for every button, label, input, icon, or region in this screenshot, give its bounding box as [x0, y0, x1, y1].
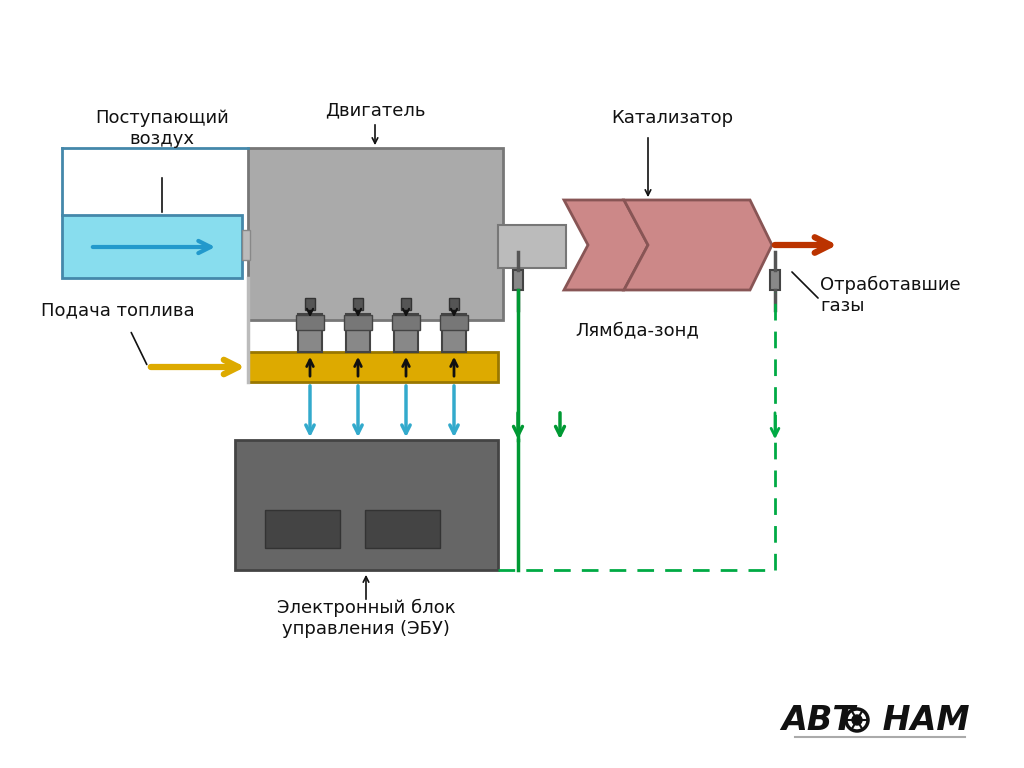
FancyBboxPatch shape: [248, 352, 498, 382]
FancyBboxPatch shape: [449, 298, 459, 310]
FancyBboxPatch shape: [298, 314, 322, 352]
FancyBboxPatch shape: [62, 215, 242, 278]
FancyBboxPatch shape: [440, 315, 468, 330]
Text: Отработавшие
газы: Отработавшие газы: [820, 276, 961, 315]
Text: НАМ: НАМ: [871, 703, 970, 737]
FancyBboxPatch shape: [401, 298, 411, 310]
FancyBboxPatch shape: [305, 298, 315, 310]
Text: Электронный блок
управления (ЭБУ): Электронный блок управления (ЭБУ): [276, 598, 456, 637]
FancyBboxPatch shape: [344, 315, 372, 330]
Text: Лямбда-зонд: Лямбда-зонд: [575, 321, 698, 339]
Text: Катализатор: Катализатор: [611, 109, 733, 127]
FancyBboxPatch shape: [498, 225, 566, 268]
FancyBboxPatch shape: [296, 315, 324, 330]
FancyBboxPatch shape: [442, 314, 466, 352]
FancyBboxPatch shape: [265, 510, 340, 548]
Text: Двигатель: Двигатель: [325, 101, 425, 119]
FancyBboxPatch shape: [248, 148, 503, 320]
FancyBboxPatch shape: [394, 314, 418, 352]
Polygon shape: [564, 200, 648, 290]
FancyBboxPatch shape: [365, 510, 440, 548]
FancyBboxPatch shape: [242, 230, 250, 260]
FancyBboxPatch shape: [770, 270, 780, 290]
Text: Подача топлива: Подача топлива: [41, 301, 195, 319]
FancyBboxPatch shape: [346, 314, 370, 352]
FancyBboxPatch shape: [392, 315, 420, 330]
Text: АВТ: АВТ: [781, 703, 855, 737]
FancyBboxPatch shape: [513, 270, 523, 290]
Text: Поступающий
воздух: Поступающий воздух: [95, 109, 229, 148]
FancyBboxPatch shape: [234, 440, 498, 570]
Circle shape: [852, 715, 862, 725]
Polygon shape: [624, 200, 772, 290]
FancyBboxPatch shape: [353, 298, 362, 310]
